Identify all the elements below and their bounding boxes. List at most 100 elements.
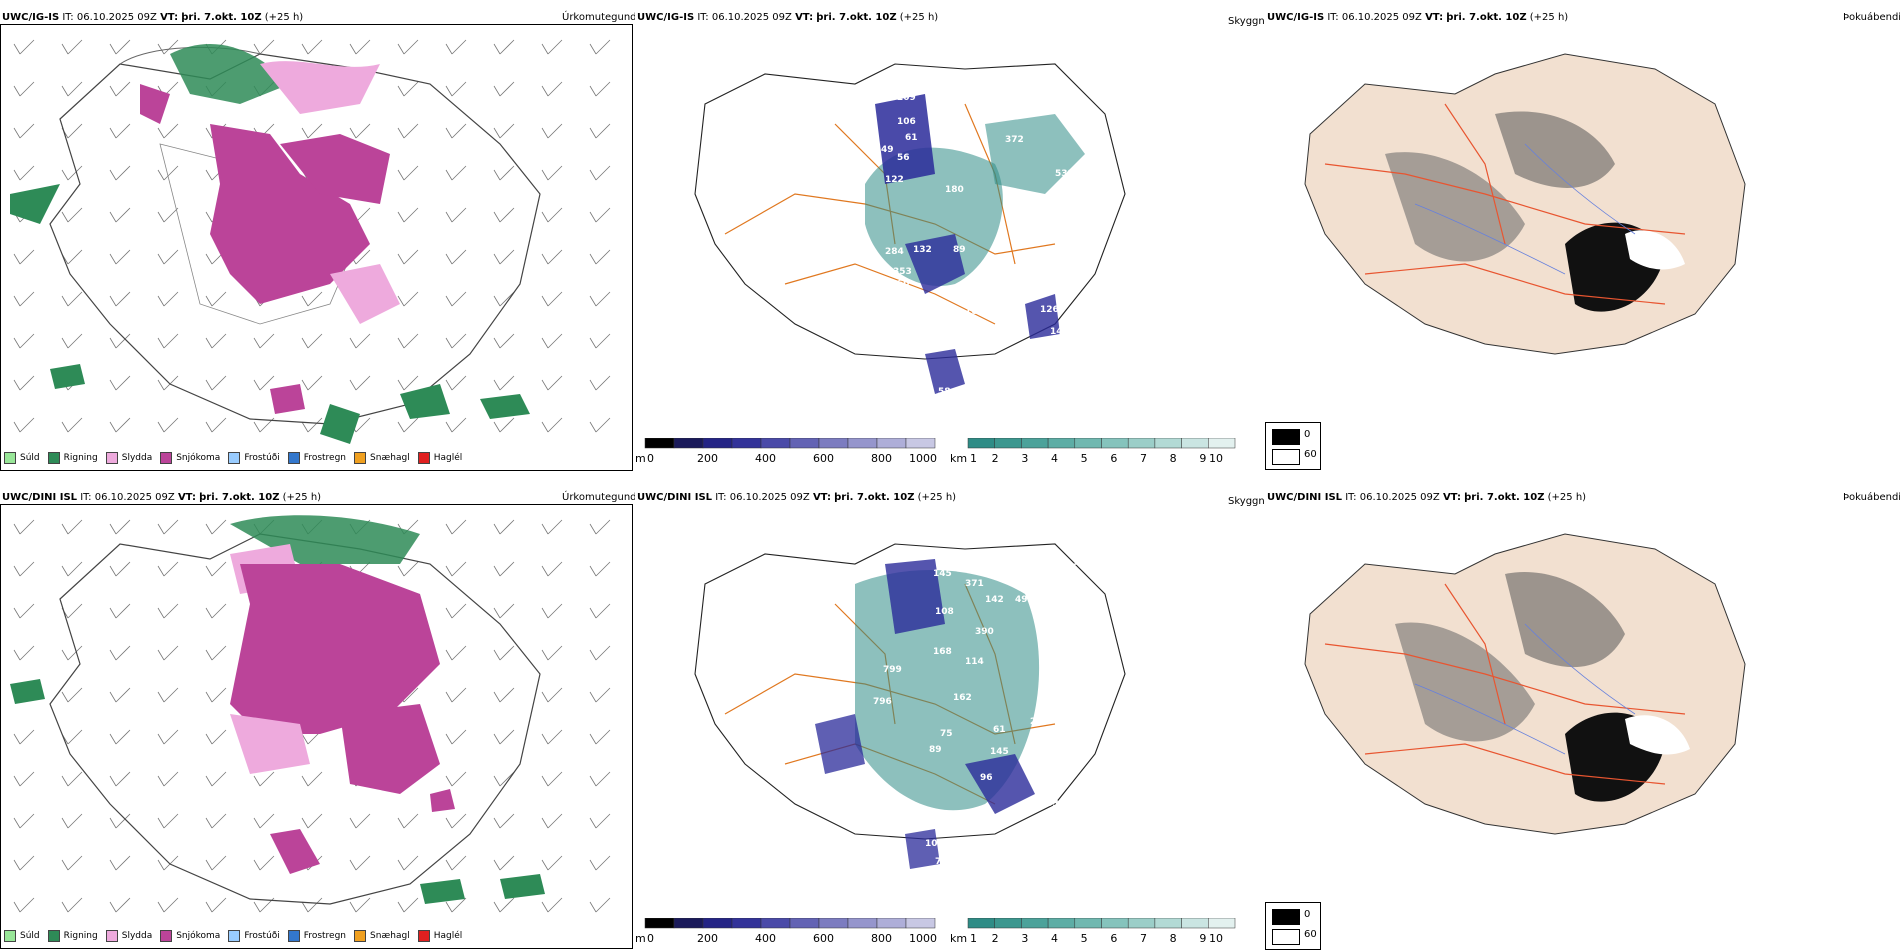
wind-barb (13, 291, 35, 307)
wind-barb (205, 771, 227, 787)
wind-barb (445, 39, 467, 55)
wind-barb (445, 81, 467, 97)
visibility-value-label: 96 (980, 267, 993, 277)
wind-barb (61, 645, 83, 661)
wind-barb (205, 687, 227, 703)
wind-barb (301, 123, 323, 139)
colorbar-tick-label: 4 (1051, 932, 1058, 945)
wind-barb (157, 603, 179, 619)
header-row2-right: UWC/DINI ISL IT: 06.10.2025 09Z VT: þri.… (1267, 492, 1587, 503)
wind-barb (445, 687, 467, 703)
wind-barb (253, 39, 275, 55)
wind-barb (493, 291, 515, 307)
legend-label: Snæhagl (370, 931, 410, 941)
wind-barb (157, 519, 179, 535)
visibility-value-label: 322 (1030, 573, 1049, 583)
wind-barb (493, 375, 515, 391)
wind-barb (397, 417, 419, 433)
wind-barb (61, 897, 83, 913)
wind-barb (253, 333, 275, 349)
colorbar-segment (1154, 438, 1182, 449)
wind-barb (589, 813, 611, 829)
wind-barb (445, 249, 467, 265)
wind-barb (205, 855, 227, 871)
legend-item: Frostúði (228, 930, 280, 942)
fog-swatch-black (1272, 429, 1300, 445)
fog-map-row1 (1304, 53, 1746, 355)
wind-barb (157, 897, 179, 913)
wind-barb (13, 39, 35, 55)
legend-label: Snæhagl (370, 453, 410, 463)
visibility-value-label: 75 (940, 729, 953, 739)
legend-label: Snjókoma (176, 931, 221, 941)
wind-barb (397, 333, 419, 349)
swatch-hail (417, 930, 430, 942)
visibility-value-label: 114 (965, 657, 984, 667)
wind-barb (541, 375, 563, 391)
wind-barb (589, 855, 611, 871)
colorbar-tick-label: 7 (1140, 932, 1147, 945)
wind-barb (589, 375, 611, 391)
wind-barb (541, 771, 563, 787)
visibility-panel-row1: UWC/IG-IS IT: 06.10.2025 09Z VT: þri. 7.… (635, 10, 1265, 480)
legend-label: Súld (20, 453, 40, 463)
wind-barb (493, 165, 515, 181)
wind-barb (589, 519, 611, 535)
wind-barb (109, 39, 131, 55)
colorbar-segment (905, 918, 936, 929)
colorbar-tick-label: 200 (697, 452, 718, 465)
wind-barb (157, 645, 179, 661)
colorbar-segment (1101, 438, 1129, 449)
wind-barb (589, 249, 611, 265)
wind-barb (13, 645, 35, 661)
header-row1-right: UWC/IG-IS IT: 06.10.2025 09Z VT: þri. 7.… (1267, 12, 1569, 23)
legend-label: Rigning (63, 453, 98, 463)
wind-barb (541, 123, 563, 139)
wind-barb (397, 813, 419, 829)
swatch-freezing-rain (287, 930, 300, 942)
precip-panel-row1: UWC/IG-IS IT: 06.10.2025 09Z VT: þri. 7.… (0, 10, 635, 480)
visibility-map-row2: 145 371 108 142 497 322 55 390 168 114 799 796 162 51… (694, 543, 1126, 879)
visibility-value-label: 106 (897, 117, 916, 127)
wind-barb (109, 729, 131, 745)
wind-barb (301, 39, 323, 55)
wind-barb (397, 855, 419, 871)
legend-label: Snjókoma (176, 453, 221, 463)
visibility-value-label: 106 (985, 297, 1004, 307)
wind-barb (205, 729, 227, 745)
fog-swatch-white (1272, 449, 1300, 465)
colorbar-m-row1: m 0 200 400 600 800 1000 (635, 438, 945, 465)
wind-barb (13, 729, 35, 745)
wind-barb (589, 123, 611, 139)
visibility-value-label: 61 (993, 725, 1006, 735)
wind-barb (109, 249, 131, 265)
colorbar-segment (847, 918, 878, 929)
wind-barb (541, 603, 563, 619)
precip-map-row1 (0, 24, 633, 471)
colorbar-segment (789, 438, 820, 449)
visibility-value-label: 108 (935, 607, 954, 617)
visibility-value-label: 96 (980, 773, 993, 783)
visibility-value-label: 142 (985, 595, 1004, 605)
colorbar-segment (1127, 438, 1156, 449)
fog-tick: 60 (1304, 449, 1317, 460)
wind-barb (205, 417, 227, 433)
wind-barb (349, 855, 371, 871)
wind-barb (157, 291, 179, 307)
cbar-unit-km: km (950, 452, 968, 465)
wind-barb (61, 39, 83, 55)
header-row2-left: UWC/DINI ISL IT: 06.10.2025 09Z VT: þri.… (2, 492, 322, 503)
title-row2-right: Þokuábendi (1843, 492, 1900, 503)
wind-barb (253, 855, 275, 871)
visibility-value-label: 89 (953, 245, 966, 255)
wind-barb (109, 165, 131, 181)
colorbar-tick-label: 6 (1110, 452, 1118, 465)
wind-barb (109, 333, 131, 349)
legend-label: Frostúði (244, 931, 280, 941)
wind-barb (493, 123, 515, 139)
colorbar-segment (847, 438, 878, 449)
colorbar-tick-label: 2 (991, 932, 999, 945)
visibility-value-label: 231 (1030, 717, 1049, 727)
swatch-drizzle (4, 452, 16, 464)
wind-barb (13, 855, 35, 871)
